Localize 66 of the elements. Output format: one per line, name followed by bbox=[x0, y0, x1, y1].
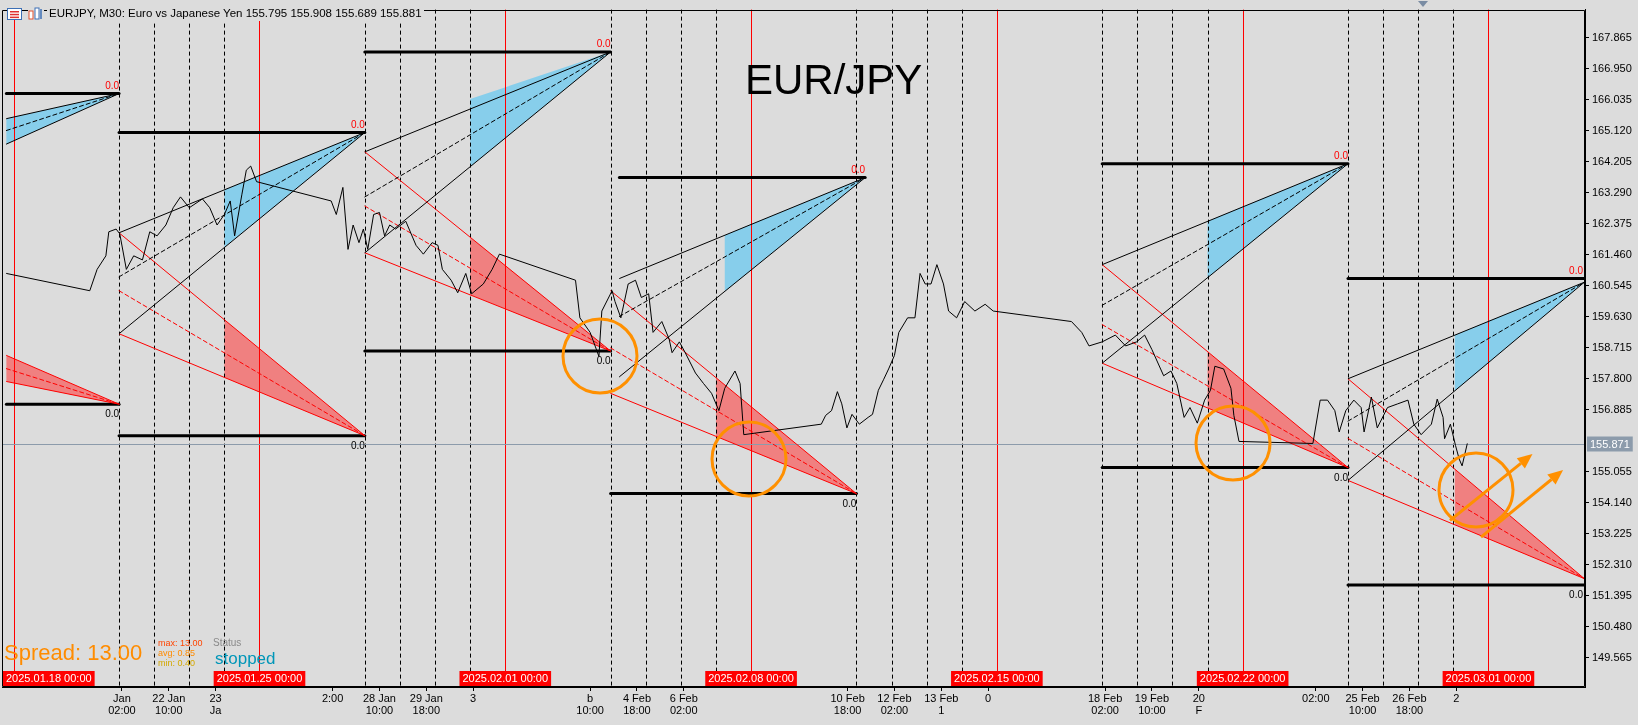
y-tick-label: 159.630 bbox=[1592, 309, 1632, 322]
annotation: 0.0 bbox=[851, 163, 866, 175]
x-tick-label: 22 Jan 10:00 bbox=[152, 692, 186, 717]
y-tick-label: 166.035 bbox=[1592, 92, 1632, 105]
annotation: 0.0 bbox=[105, 408, 120, 420]
y-tick-label: 154.140 bbox=[1592, 495, 1632, 508]
x-tick-label: 26 Feb 18:00 bbox=[1392, 692, 1427, 717]
chart-subtitle: EURJPY, M30: Euro vs Japanese Yen 155.795 155.908 155.689 155.881 bbox=[47, 5, 424, 21]
y-tick-label: 161.460 bbox=[1592, 247, 1632, 260]
annotation: max: 13.00 bbox=[158, 638, 203, 648]
x-tick-label: 23 Ja bbox=[209, 692, 223, 717]
y-tick-label: 165.120 bbox=[1592, 123, 1632, 136]
annotation: 0.0 bbox=[596, 355, 612, 367]
x-tick-label: 12 Feb 02:00 bbox=[877, 692, 912, 717]
annotation: 0.0 bbox=[1334, 471, 1349, 483]
y-tick-label: 162.375 bbox=[1592, 216, 1632, 229]
annotation: 0.0 bbox=[350, 439, 366, 451]
y-tick-label: 164.205 bbox=[1592, 154, 1632, 167]
y-tick-label: 155.055 bbox=[1592, 464, 1632, 477]
y-tick-label: 152.310 bbox=[1592, 557, 1632, 570]
y-tick-label: 158.715 bbox=[1592, 340, 1632, 353]
ref-line-label: 2025.02.15 00:00 bbox=[954, 672, 1040, 685]
y-tick-label: 150.480 bbox=[1592, 619, 1632, 632]
x-tick-label: 3 bbox=[470, 692, 477, 705]
x-tick-label: 19 Feb 10:00 bbox=[1134, 692, 1170, 717]
x-tick-label: 25 Feb 10:00 bbox=[1345, 692, 1380, 717]
ref-line-label: 2025.01.18 00:00 bbox=[6, 672, 92, 685]
x-tick-label: 0 bbox=[985, 692, 992, 705]
y-tick-label: 156.885 bbox=[1592, 402, 1632, 415]
ref-line-label: 2025.02.22 00:00 bbox=[1199, 672, 1286, 685]
x-tick-label: 28 Jan 10:00 bbox=[362, 692, 396, 717]
y-tick-label: 163.290 bbox=[1592, 185, 1632, 198]
annotation: Status bbox=[213, 637, 242, 648]
y-tick-label: 160.545 bbox=[1592, 278, 1632, 291]
x-tick-label: 10 Feb 18:00 bbox=[830, 692, 865, 717]
ref-line-label: 2025.03.01 00:00 bbox=[1445, 672, 1532, 685]
x-tick-label: 2 bbox=[1453, 692, 1460, 705]
x-tick-label: 29 Jan 18:00 bbox=[409, 692, 443, 717]
annotation: 0.0 bbox=[350, 118, 366, 130]
ref-line-label: 2025.01.25 00:00 bbox=[216, 672, 303, 685]
x-tick-label: 18 Feb 02:00 bbox=[1088, 692, 1123, 717]
x-tick-label: 02:00 bbox=[1302, 692, 1330, 705]
annotation: avg: 0.85 bbox=[158, 648, 196, 658]
annotation: 0.0 bbox=[1569, 589, 1584, 601]
ref-line-label: 155.871 bbox=[1590, 437, 1630, 450]
annotation: 0.0 bbox=[842, 497, 857, 509]
annotation: 0.0 bbox=[1334, 149, 1349, 161]
annotation: min: 0.40 bbox=[158, 658, 196, 668]
ref-line-label: 2025.02.08 00:00 bbox=[708, 672, 794, 685]
x-tick-label: 2:00 bbox=[321, 692, 344, 705]
x-tick-label: 13 Feb 1 bbox=[924, 692, 959, 717]
y-tick-label: 149.565 bbox=[1592, 650, 1632, 663]
annotation: 0.0 bbox=[1569, 264, 1584, 276]
annotation: 0.0 bbox=[596, 37, 612, 49]
y-tick-label: 167.865 bbox=[1592, 30, 1632, 43]
annotation: 0.0 bbox=[105, 79, 120, 91]
x-tick-label: Jan 02:00 bbox=[108, 692, 136, 717]
ref-line-label: 2025.02.01 00:00 bbox=[462, 672, 549, 685]
x-tick-label: b 10:00 bbox=[576, 692, 604, 717]
x-tick-label: 20 F bbox=[1192, 692, 1205, 717]
y-tick-label: 157.800 bbox=[1592, 371, 1632, 384]
x-tick-label: 6 Feb 02:00 bbox=[669, 692, 698, 717]
y-tick-label: 153.225 bbox=[1592, 526, 1632, 539]
y-tick-label: 151.395 bbox=[1592, 588, 1632, 601]
y-tick-label: 166.950 bbox=[1592, 61, 1632, 74]
x-tick-label: 4 Feb 18:00 bbox=[622, 692, 652, 717]
